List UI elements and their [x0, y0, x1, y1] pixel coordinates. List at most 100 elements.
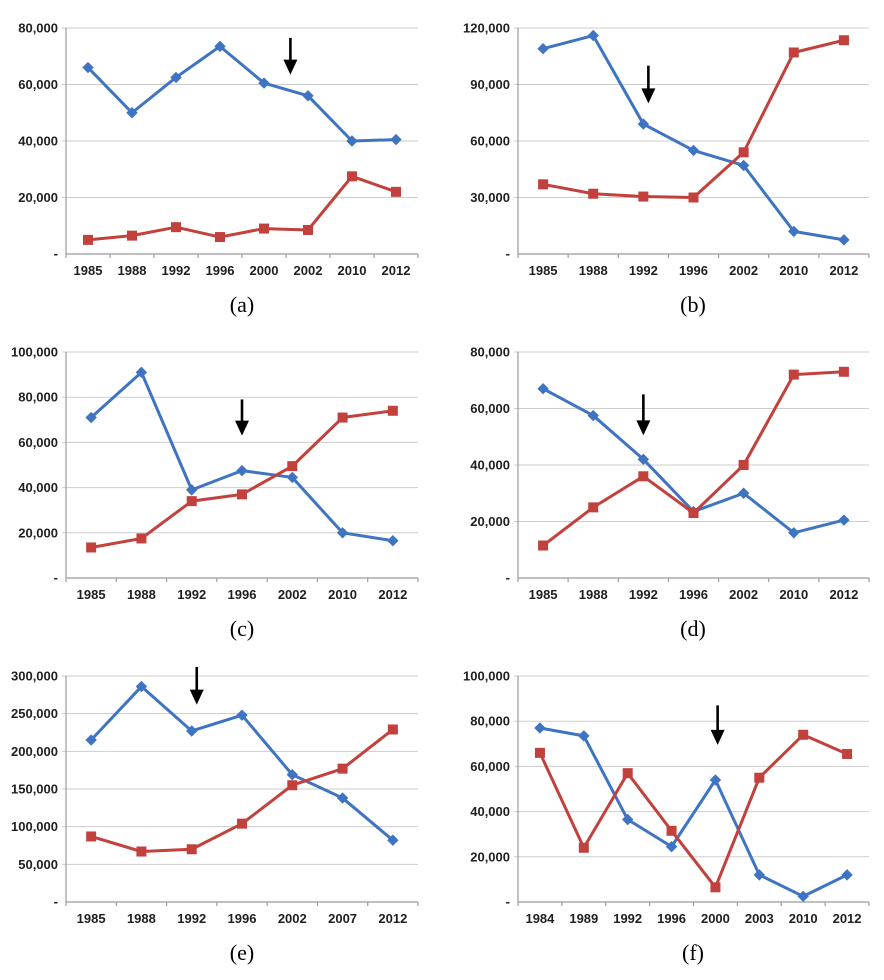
- x-axis-labels: 1985 1988 1992 1996 2002 2010 2012: [529, 263, 859, 278]
- square-marker: [838, 366, 849, 377]
- down-arrow-icon: [235, 399, 249, 436]
- diamond-marker: [236, 709, 248, 721]
- gridlines: [514, 351, 869, 522]
- square-marker: [83, 234, 93, 245]
- svg-text:30,000: 30,000: [470, 190, 510, 205]
- diamond-marker: [587, 409, 599, 422]
- square-marker: [788, 47, 799, 58]
- diamond-marker: [170, 71, 182, 84]
- blue-diamond-series: [85, 366, 399, 547]
- chart-f-plot: 20,000 40,000 60,000 80,000 100,000 -1984 1989…: [463, 669, 870, 926]
- svg-text:60,000: 60,000: [18, 77, 58, 92]
- axes: [65, 352, 419, 582]
- x-axis-labels: 1985 1988 1992 1996 2002 2010 2012: [529, 587, 859, 602]
- svg-text:50,000: 50,000: [18, 857, 58, 872]
- chart-a-plot: 20,000 40,000 60,000 80,000 - 1985 1988 1992 199…: [18, 21, 419, 278]
- diamond-marker: [186, 725, 198, 737]
- svg-text:1985: 1985: [77, 911, 106, 926]
- square-marker: [391, 186, 401, 197]
- square-marker: [136, 846, 147, 857]
- svg-text:40,000: 40,000: [470, 458, 510, 473]
- chart-c-plot: 20,000 40,000 60,000 80,000 100,000 - 1985 1988…: [11, 345, 419, 602]
- svg-text:1992: 1992: [629, 263, 658, 278]
- svg-text:2010: 2010: [779, 263, 808, 278]
- chart-c: 20,000 40,000 60,000 80,000 100,000 - 1985 1988…: [0, 330, 442, 642]
- square-marker: [237, 818, 247, 829]
- square-marker: [387, 724, 398, 735]
- chart-c-caption: (c): [229, 616, 255, 641]
- square-marker: [347, 171, 357, 182]
- chart-e: 50,000 100,000 150,000 200,000 250,000 300,00…: [0, 654, 442, 966]
- down-arrow-icon: [636, 394, 651, 436]
- svg-text:40,000: 40,000: [18, 134, 58, 149]
- svg-text:1996: 1996: [657, 911, 686, 926]
- svg-text:80,000: 80,000: [470, 714, 510, 729]
- diamond-marker: [665, 840, 678, 853]
- y-axis-labels: 20,000 40,000 60,000 80,000 -: [470, 345, 510, 586]
- square-marker: [186, 844, 197, 855]
- blue-diamond-series: [82, 40, 402, 147]
- svg-text:20,000: 20,000: [470, 514, 510, 529]
- chart-d: 20,000 40,000 60,000 80,000 - 1985 1988 1992 199…: [442, 330, 884, 642]
- svg-text:1985: 1985: [529, 263, 558, 278]
- x-axis-labels: 1985 1988 1992 1996 2002 2010 2012: [77, 587, 408, 602]
- svg-text:60,000: 60,000: [470, 401, 510, 416]
- svg-text:300,000: 300,000: [11, 669, 58, 684]
- svg-text:80,000: 80,000: [470, 345, 510, 360]
- chart-a: 20,000 40,000 60,000 80,000 - 1985 1988 1992 199…: [0, 6, 442, 318]
- diamond-marker: [286, 768, 298, 781]
- square-marker: [136, 533, 147, 544]
- chart-b: 30,000 60,000 90,000 120,000- 1985 1988 1992 19…: [442, 6, 884, 318]
- gridlines: [62, 675, 418, 865]
- y-axis-labels: 20,000 40,000 60,000 80,000 100,000 -: [11, 345, 58, 586]
- square-marker: [303, 224, 313, 235]
- square-marker: [538, 179, 549, 190]
- svg-text:1985: 1985: [529, 587, 558, 602]
- square-marker: [788, 369, 799, 380]
- svg-text:-: -: [54, 894, 58, 909]
- svg-text:2012: 2012: [382, 263, 411, 278]
- down-arrow-icon: [189, 666, 204, 705]
- diamond-marker: [390, 133, 402, 146]
- square-marker: [534, 747, 545, 758]
- diamond-marker: [587, 29, 599, 42]
- square-marker: [387, 405, 398, 416]
- red-square-series: [86, 405, 398, 553]
- down-arrow-icon: [283, 37, 298, 75]
- diamond-marker: [336, 527, 349, 539]
- diamond-marker: [387, 535, 399, 547]
- square-marker: [86, 831, 97, 842]
- svg-text:1996: 1996: [679, 587, 708, 602]
- chart-f-caption: (f): [682, 940, 704, 965]
- x-axis-labels: 1985 1988 1992 1996 2000 2002 2010 2012: [74, 263, 411, 278]
- square-marker: [237, 489, 247, 500]
- svg-text:-: -: [506, 246, 510, 261]
- diamond-marker: [286, 471, 298, 484]
- diamond-marker: [214, 40, 226, 53]
- diamond-marker: [841, 869, 853, 881]
- diamond-marker: [753, 869, 766, 881]
- svg-text:1988: 1988: [127, 587, 156, 602]
- square-marker: [259, 223, 269, 234]
- svg-text:100,000: 100,000: [11, 345, 58, 360]
- y-axis-labels: 50,000 100,000 150,000 200,000 250,000 300,00…: [11, 669, 58, 910]
- svg-text:1996: 1996: [206, 263, 235, 278]
- down-arrow-icon: [710, 705, 725, 745]
- svg-text:1992: 1992: [177, 587, 206, 602]
- svg-text:2012: 2012: [833, 911, 862, 926]
- svg-text:-: -: [54, 246, 58, 261]
- diamond-marker: [838, 514, 850, 526]
- square-marker: [738, 460, 749, 470]
- diamond-marker: [126, 107, 138, 119]
- red-square-series: [538, 35, 849, 203]
- svg-text:150,000: 150,000: [11, 782, 58, 797]
- svg-text:20,000: 20,000: [470, 849, 510, 864]
- red-square-series: [534, 729, 853, 893]
- square-marker: [798, 729, 809, 740]
- y-axis-labels: 30,000 60,000 90,000 120,000 -: [463, 21, 510, 262]
- square-marker: [337, 412, 348, 423]
- square-marker: [588, 502, 599, 513]
- square-marker: [337, 763, 348, 774]
- square-marker: [538, 540, 549, 551]
